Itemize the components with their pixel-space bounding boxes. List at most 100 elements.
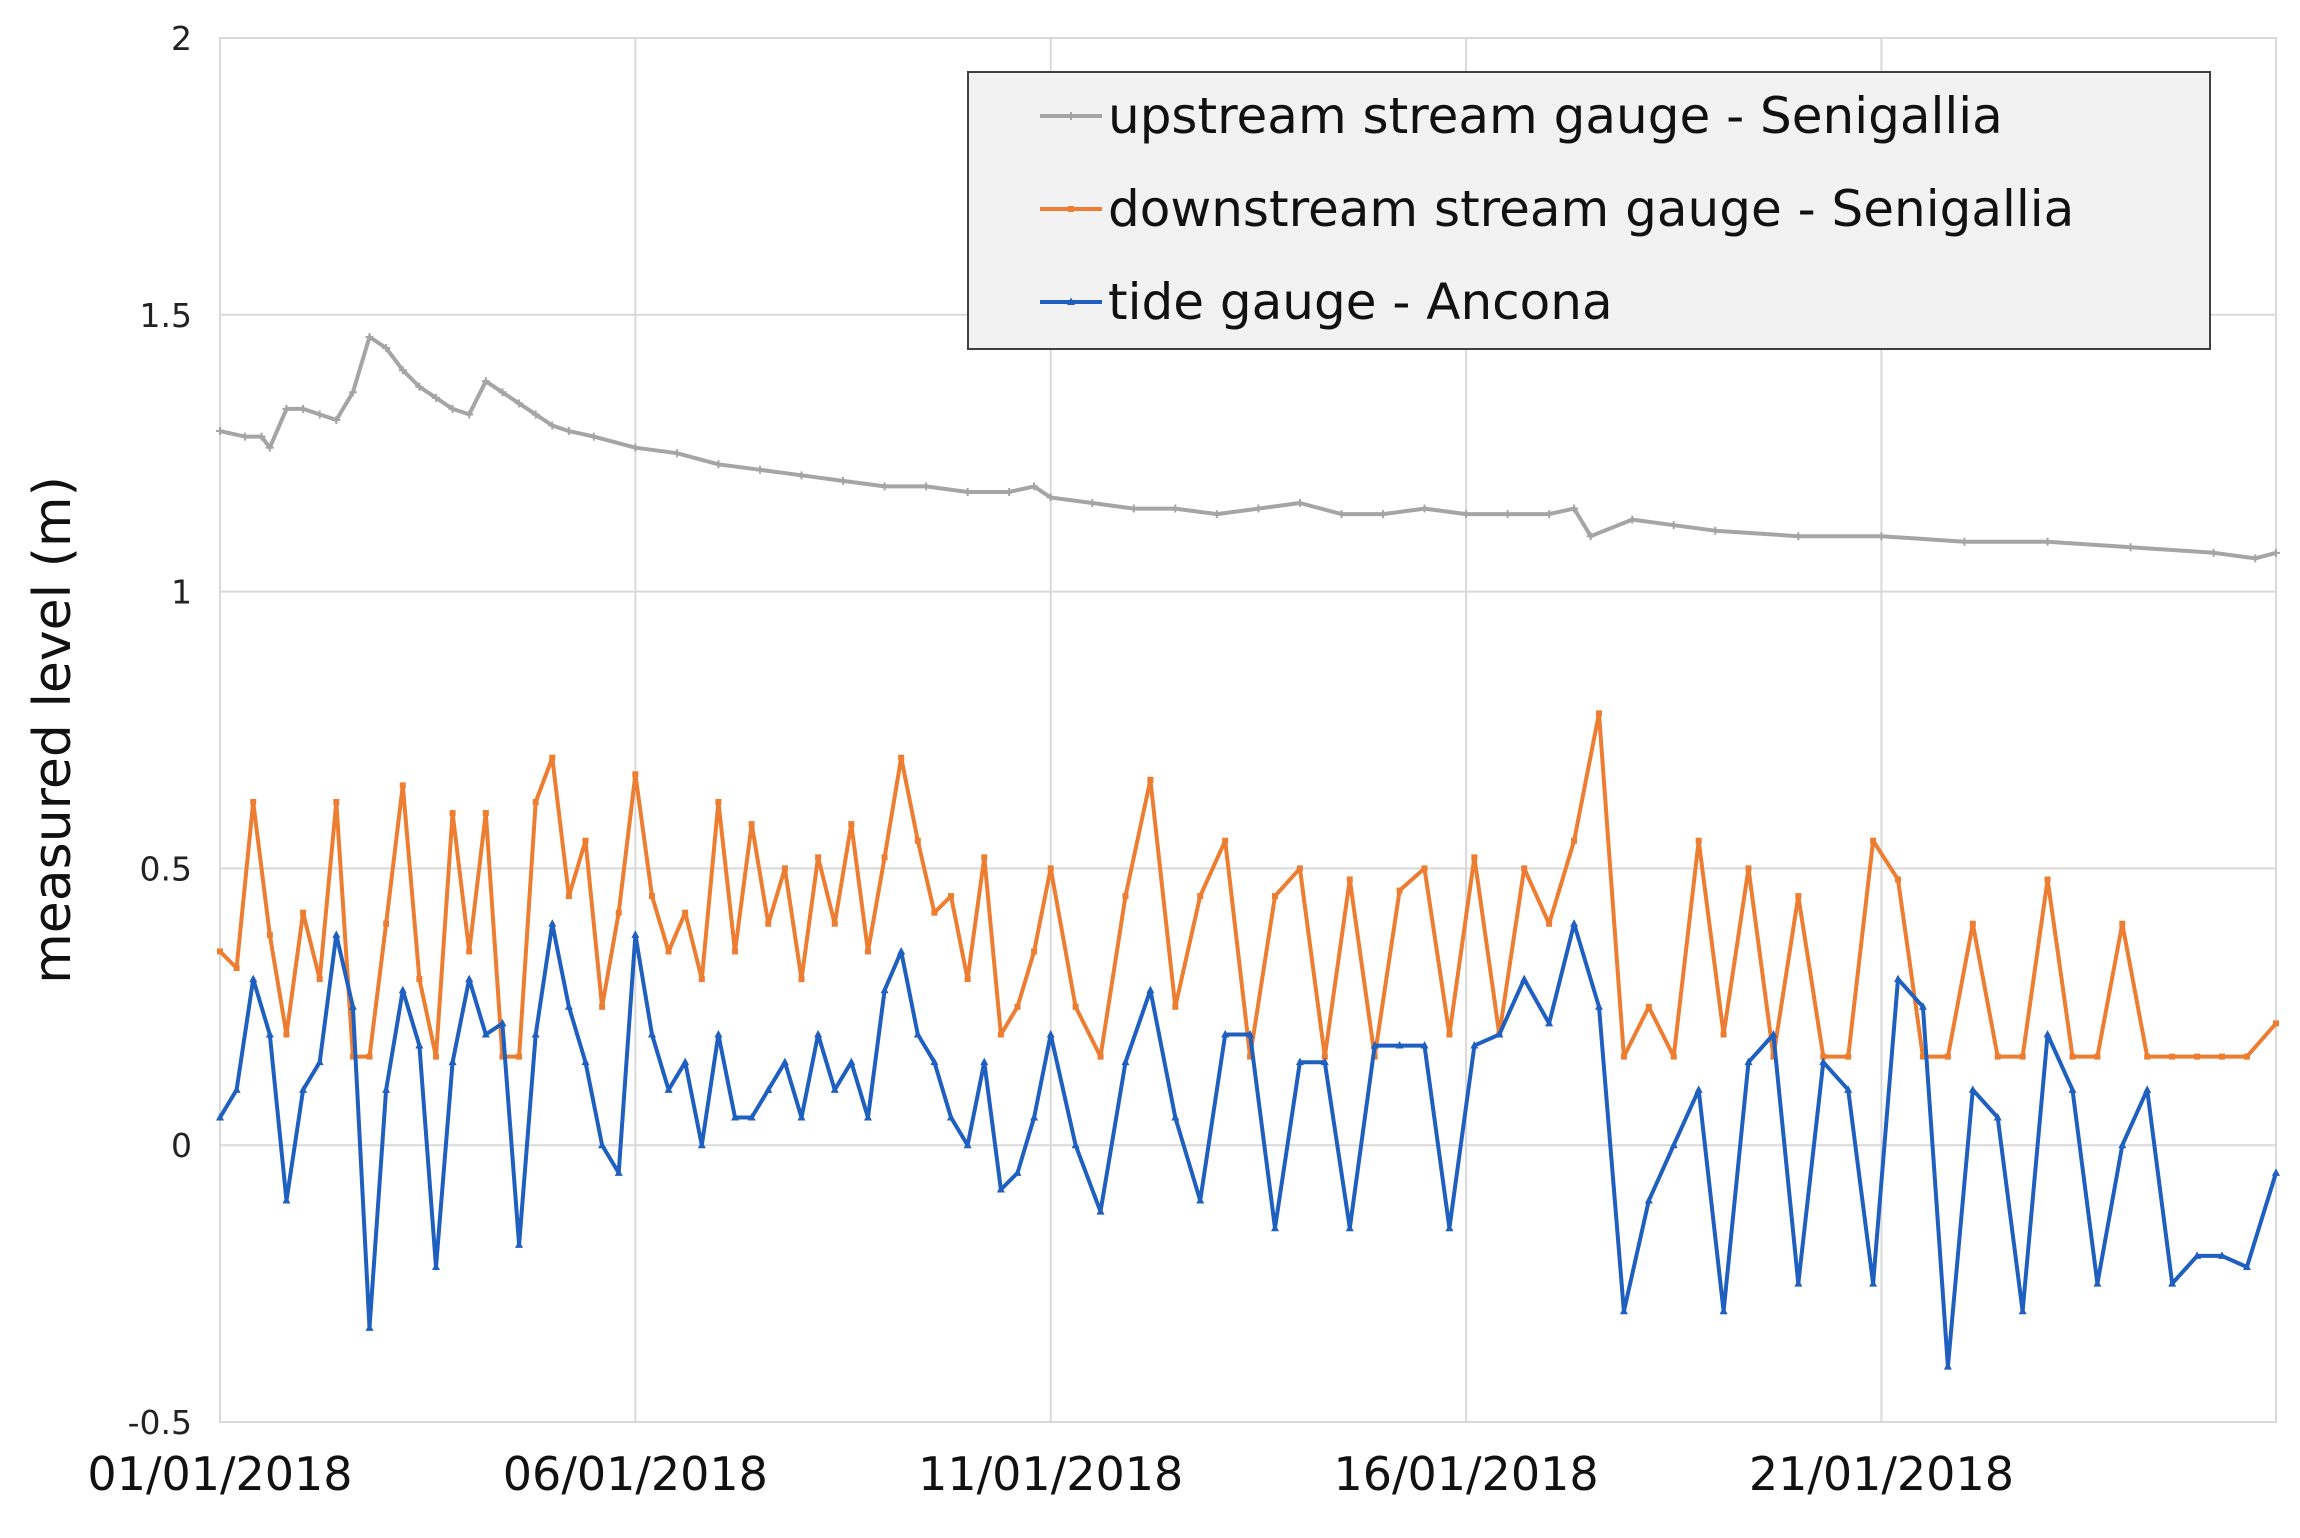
downstream-series-point (2044, 876, 2051, 883)
upstream-series-point (465, 410, 474, 419)
legend-downstream-point (1068, 206, 1074, 212)
tide-series-point (1570, 919, 1579, 927)
downstream-series-point (565, 893, 572, 900)
upstream-series-point (481, 377, 490, 386)
tide-series-point (564, 1002, 573, 1010)
tide-series-point (1619, 1306, 1628, 1315)
legend-downstream-label: downstream stream gauge - Senigallia (1108, 180, 2074, 238)
tide-series-point (1943, 1362, 1952, 1370)
upstream-series-point (2251, 554, 2260, 563)
tide-series-point (714, 1029, 723, 1038)
tide-series-point (2093, 1279, 2102, 1287)
downstream-series-point (715, 798, 722, 805)
upstream-series-point (1570, 504, 1579, 513)
downstream-series-point (516, 1053, 523, 1060)
tide-series-point (1520, 974, 1529, 983)
tide-series-point (2068, 1085, 2077, 1093)
downstream-series-point (217, 948, 223, 955)
downstream-series-point (1222, 837, 1229, 844)
downstream-series-point (648, 893, 655, 900)
tide-series-point (465, 974, 474, 983)
upstream-series-point (216, 427, 224, 436)
downstream-series-point (2094, 1053, 2101, 1060)
tide-series-point (415, 1041, 424, 1049)
y-tick-label: 1 (171, 573, 192, 612)
y-tick-label: 2 (171, 19, 192, 58)
tide-series-point (2193, 1251, 2202, 1259)
upstream-series-point (1337, 510, 1346, 519)
downstream-series-point (1346, 876, 1353, 883)
y-tick-label: -0.5 (128, 1403, 192, 1442)
downstream-series-point (2194, 1053, 2201, 1060)
downstream-series-point (931, 909, 938, 916)
tide-series-point (365, 1323, 374, 1331)
downstream-series-point (732, 948, 739, 955)
downstream-series-point (1870, 837, 1877, 844)
downstream-series-point (250, 798, 257, 805)
downstream-series-point (1521, 865, 1528, 872)
tide-series-point (2272, 1168, 2280, 1176)
tide-series-point (1445, 1223, 1454, 1232)
upstream-series-point (265, 443, 274, 452)
upstream-series-point (1711, 526, 1720, 535)
upstream-series-point (2272, 548, 2280, 557)
y-axis-label: measured level (m) (23, 476, 83, 984)
tide-series-point (1096, 1207, 1105, 1215)
downstream-series-point (1994, 1053, 2001, 1060)
upstream-series-point (1171, 504, 1180, 513)
downstream-series-point (1197, 893, 1204, 900)
upstream-series-point (431, 393, 440, 402)
tide-series (216, 919, 2280, 1370)
downstream-series-point (1031, 948, 1038, 955)
tide-series-point (1395, 1041, 1404, 1049)
downstream-series-point (266, 931, 273, 938)
downstream-series-point (1845, 1053, 1852, 1060)
upstream-series-point (880, 482, 889, 491)
downstream-series-point (1820, 1053, 1827, 1060)
tide-series-point (1918, 1002, 1927, 1010)
tide-series-point (315, 1057, 324, 1066)
tide-series-point (1869, 1279, 1878, 1287)
downstream-series-point (2243, 1053, 2250, 1060)
tide-series-point (863, 1113, 872, 1121)
tide-series-point (216, 1113, 224, 1121)
downstream-series-point (532, 798, 539, 805)
downstream-series-point (1097, 1053, 1104, 1060)
upstream-series-point (448, 404, 457, 413)
upstream-series-point (797, 471, 806, 480)
downstream-series-point (1969, 920, 1976, 927)
upstream-series-point (672, 449, 681, 458)
plot-border (219, 37, 2277, 1423)
tide-series-point (1844, 1085, 1853, 1093)
upstream-series-point (282, 404, 291, 413)
downstream-series-point (1745, 865, 1752, 872)
tide-series-point (647, 1029, 656, 1038)
tide-series-point (614, 1168, 623, 1176)
tide-series-point (830, 1085, 839, 1093)
tide-series-point (348, 1002, 357, 1010)
downstream-series-point (416, 976, 423, 983)
upstream-series-point (257, 432, 266, 441)
downstream-series-point (848, 821, 855, 828)
upstream-series-point (631, 443, 640, 452)
tide-series-point (847, 1057, 856, 1066)
y-tick-label: 0.5 (140, 849, 192, 888)
x-tick-label: 16/01/2018 (1333, 1447, 1598, 1501)
upstream-series-point (1129, 504, 1138, 513)
tide-series-point (2018, 1306, 2027, 1315)
tide-series-point (1246, 1029, 1255, 1038)
downstream-series-point (1296, 865, 1303, 872)
tide-series-point (548, 919, 557, 927)
downstream-series-point (1919, 1053, 1926, 1060)
tide-series-point (930, 1057, 939, 1066)
upstream-series-point (1212, 510, 1221, 519)
downstream-series-point (864, 948, 871, 955)
y-axis-ticks: -0.5 0 0.5 1 1.5 2 (128, 19, 192, 1442)
tide-series-point (1470, 1041, 1479, 1049)
tide-series-line (218, 921, 2278, 1369)
upstream-series-point (1628, 515, 1637, 524)
downstream-series-point (1645, 1003, 1652, 1010)
upstream-series-point (1545, 510, 1554, 519)
tide-series-point (1221, 1029, 1230, 1038)
tide-series-point (431, 1262, 440, 1270)
